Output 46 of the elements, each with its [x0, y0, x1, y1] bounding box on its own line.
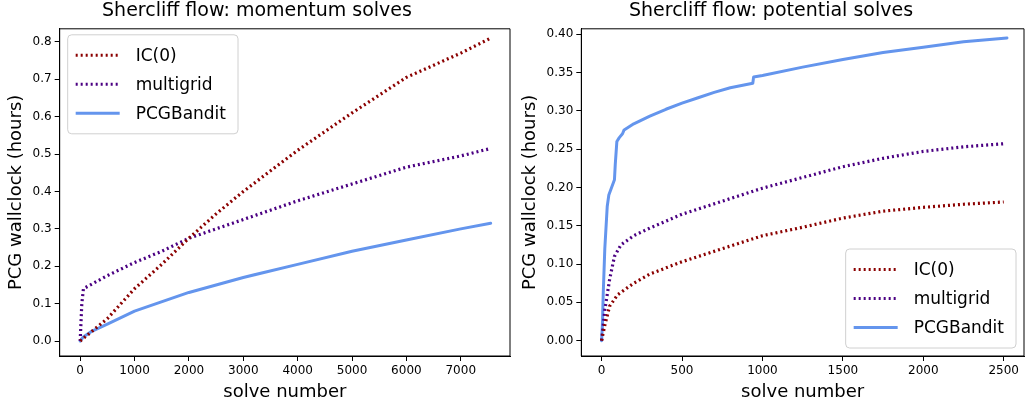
- y-axis-title: PCG wallclock (hours): [518, 94, 540, 291]
- legend-label: PCGBandit: [135, 102, 227, 123]
- x-tick-label: 2000: [173, 363, 205, 378]
- y-tick-label: 0.30: [546, 102, 574, 117]
- y-tick-label: 0.7: [32, 71, 52, 86]
- line-series: [599, 200, 1006, 343]
- x-tick-label: 1500: [827, 363, 859, 378]
- x-axis-title: solve number: [223, 379, 347, 401]
- y-tick-label: 0.40: [546, 26, 574, 41]
- y-tick-label: 0.8: [32, 34, 52, 49]
- x-tick-label: 1000: [119, 363, 150, 378]
- y-tick-label: 0.00: [546, 332, 574, 347]
- x-tick-label: 0: [76, 363, 84, 378]
- y-tick-label: 0.1: [32, 295, 52, 310]
- y-tick-label: 0.15: [546, 217, 574, 232]
- y-tick-label: 0.35: [546, 64, 574, 79]
- y-tick-label: 0.25: [546, 141, 574, 156]
- legend-label: multigrid: [913, 287, 991, 308]
- y-tick-label: 0.4: [32, 183, 52, 198]
- x-tick-label: 6000: [391, 363, 422, 378]
- x-tick-label: 500: [670, 363, 694, 378]
- x-tick-label: 7000: [445, 363, 477, 378]
- legend-label: IC(0): [913, 258, 955, 279]
- y-tick-label: 0.2: [32, 258, 52, 273]
- chart-title: Shercliff flow: potential solves: [628, 0, 914, 21]
- x-tick-label: 5000: [336, 363, 368, 378]
- legend-label: IC(0): [135, 44, 177, 65]
- y-tick-label: 0.0: [32, 333, 52, 348]
- y-tick-label: 0.05: [546, 294, 574, 309]
- y-tick-label: 0.10: [546, 256, 574, 271]
- y-tick-label: 0.6: [32, 108, 52, 123]
- x-tick-label: 4000: [282, 363, 313, 378]
- line-series: [599, 142, 1006, 343]
- legend-label: PCGBandit: [913, 316, 1005, 337]
- y-tick-label: 0.5: [32, 146, 52, 161]
- x-tick-label: 2500: [988, 363, 1020, 378]
- legend-label: multigrid: [135, 73, 213, 94]
- x-tick-label: 1000: [747, 363, 778, 378]
- x-axis-title: solve number: [741, 379, 865, 401]
- y-axis-title: PCG wallclock (hours): [4, 94, 26, 291]
- chart-title: Shercliff flow: momentum solves: [102, 0, 412, 21]
- y-tick-label: 0.20: [546, 179, 574, 194]
- x-tick-label: 0: [597, 363, 606, 378]
- x-tick-label: 3000: [228, 363, 259, 378]
- x-tick-label: 2000: [908, 363, 939, 378]
- y-tick-label: 0.3: [32, 220, 52, 235]
